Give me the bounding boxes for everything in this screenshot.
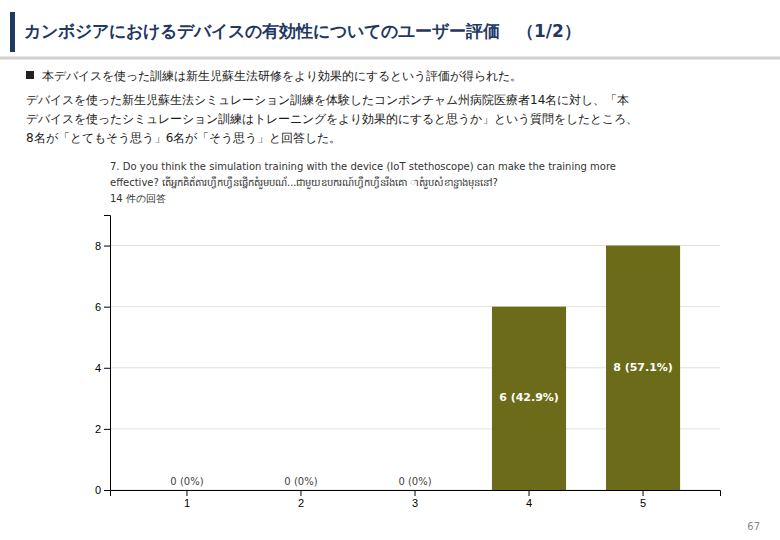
- y-tick-mark: [104, 307, 110, 308]
- y-axis-line: [104, 216, 111, 491]
- body-text: 8名が「とてもそう思う」6名が「そう思う」と回答した。: [26, 131, 341, 145]
- data-label: 8 (57.1%): [613, 361, 673, 374]
- page-number: 67: [747, 521, 760, 532]
- y-tick-mark: [104, 368, 110, 369]
- bar: [606, 246, 680, 490]
- y-tick-label: 8: [95, 240, 101, 252]
- x-axis-line: [111, 491, 721, 497]
- x-tick: 1: [184, 490, 190, 509]
- question-text: 7. Do you think the simulation training …: [110, 161, 616, 172]
- y-tick-mark: [104, 429, 110, 430]
- body-text: デバイスを使ったシミュレーション訓練はトレーニングをより効果的にすると思うか」と…: [26, 112, 638, 126]
- data-label: 0 (0%): [284, 476, 317, 487]
- question-text: 14 件の回答: [110, 193, 166, 204]
- y-tick-label: 6: [95, 301, 101, 313]
- y-tick-label: 2: [95, 423, 101, 435]
- x-tick-label: 1: [184, 497, 190, 509]
- y-tick: 4: [95, 362, 110, 374]
- bullet-square: [26, 71, 34, 79]
- x-tick-mark: [186, 490, 187, 496]
- x-tick-label: 4: [526, 497, 532, 509]
- x-tick: 2: [298, 490, 304, 509]
- y-tick: 6: [95, 301, 110, 313]
- y-tick: 2: [95, 423, 110, 435]
- x-tick: 5: [640, 490, 646, 509]
- x-tick-mark: [529, 490, 530, 496]
- x-tick-label: 5: [640, 497, 646, 509]
- bar: [150, 490, 224, 491]
- question-text: effective? តើអ្នកគិត័តារហ្វឺកហ្វឺនផ្នើកត…: [110, 176, 498, 190]
- x-tick: 4: [526, 490, 532, 509]
- grid: [110, 246, 720, 490]
- y-axis: 0 2 4 6 8: [95, 216, 111, 497]
- bar: [378, 490, 452, 491]
- x-tick-mark: [415, 490, 416, 496]
- y-tick-label: 4: [95, 362, 101, 374]
- body-text: デバイスを使った新生児蘇生法シミュレーション訓練を体験したコンポンチャム州病院医…: [26, 93, 629, 107]
- y-tick: 8: [95, 240, 110, 252]
- bars: [492, 246, 680, 490]
- title-bar: [10, 12, 15, 52]
- data-label: 6 (42.9%): [499, 391, 559, 404]
- x-tick-label: 3: [412, 497, 418, 509]
- x-tick: 3: [412, 490, 418, 509]
- x-axis: 1 2 3 4 5: [111, 490, 721, 509]
- data-labels: 0 (0%) 0 (0%) 0 (0%) 6 (42.9%) 8 (57.1%): [170, 361, 673, 487]
- plot: [110, 246, 720, 490]
- title: カンボジアにおけるデバイスの有効性についてのユーザー評価 （1/2）: [24, 21, 581, 41]
- y-tick-mark: [104, 490, 110, 491]
- bullet-text: 本デバイスを使った訓練は新生児蘇生法研修をより効果的にするという評価が得られた。: [42, 69, 522, 83]
- y-tick-mark: [104, 246, 110, 247]
- y-tick-label: 0: [95, 484, 101, 496]
- bar: [264, 490, 338, 491]
- x-tick-mark: [643, 490, 644, 496]
- bar: [492, 307, 566, 490]
- y-tick: 0: [95, 484, 110, 496]
- data-label: 0 (0%): [398, 476, 431, 487]
- x-tick-mark: [300, 490, 301, 496]
- chart-page: カンボジアにおけるデバイスの有効性についてのユーザー評価 （1/2） 本デバイスを…: [0, 0, 780, 540]
- data-label: 0 (0%): [170, 476, 203, 487]
- x-tick-label: 2: [298, 497, 304, 509]
- separator: [0, 57, 780, 60]
